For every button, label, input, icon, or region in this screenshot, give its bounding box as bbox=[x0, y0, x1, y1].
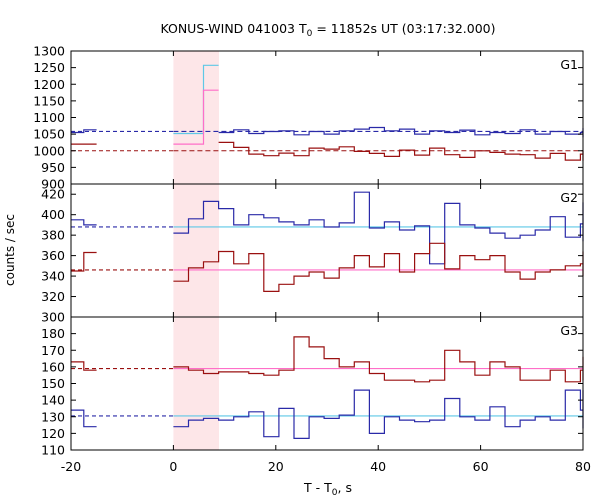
y-tick-label: 1100 bbox=[33, 110, 65, 125]
series-red bbox=[173, 336, 584, 383]
y-tick-label: 140 bbox=[41, 393, 65, 408]
series-blue bbox=[218, 126, 584, 138]
y-tick-label: 1250 bbox=[33, 60, 65, 75]
y-tick-label: 110 bbox=[41, 443, 65, 458]
y-tick-label: 320 bbox=[41, 289, 65, 304]
y-tick-label: 1300 bbox=[33, 44, 65, 59]
burst-series-pink bbox=[173, 89, 219, 145]
panel-label: G1 bbox=[560, 57, 578, 72]
y-tick-label: 180 bbox=[41, 326, 65, 341]
panel-frame bbox=[70, 50, 584, 185]
panel-frame bbox=[70, 183, 584, 318]
y-tick-label: 300 bbox=[41, 310, 65, 325]
pre-trigger-series-blue bbox=[71, 409, 97, 428]
x-tick-label: 60 bbox=[473, 459, 489, 474]
panel-label: G2 bbox=[560, 190, 578, 205]
y-tick-label: 170 bbox=[41, 343, 65, 358]
y-tick-label: 400 bbox=[41, 207, 65, 222]
pre-trigger-series-blue bbox=[71, 129, 97, 134]
series-blue bbox=[173, 191, 584, 265]
x-tick-label: 40 bbox=[370, 459, 386, 474]
y-tick-label: 150 bbox=[41, 376, 65, 391]
highlight-interval-band bbox=[173, 51, 219, 450]
y-tick-label: 380 bbox=[41, 228, 65, 243]
x-tick-label: 0 bbox=[169, 459, 177, 474]
y-tick-label: 130 bbox=[41, 409, 65, 424]
y-tick-label: 1000 bbox=[33, 143, 65, 158]
pre-trigger-series-red bbox=[71, 361, 97, 371]
x-axis-label: T - T0, s bbox=[303, 480, 352, 498]
x-tick-label: -20 bbox=[61, 459, 81, 474]
x-tick-label: 20 bbox=[268, 459, 284, 474]
y-tick-label: 340 bbox=[41, 269, 65, 284]
series-red bbox=[218, 141, 584, 161]
x-tick-label: 80 bbox=[575, 459, 591, 474]
y-tick-label: 1150 bbox=[33, 93, 65, 108]
pre-trigger-series-red bbox=[71, 251, 97, 272]
series-red bbox=[173, 242, 584, 292]
y-tick-label: 950 bbox=[41, 160, 65, 175]
y-axis-label: counts / sec bbox=[3, 214, 17, 286]
y-tick-label: 1200 bbox=[33, 77, 65, 92]
y-tick-label: 160 bbox=[41, 359, 65, 374]
y-tick-label: 420 bbox=[41, 187, 65, 202]
panel-g2: 300 320 340 360 380 400 420 G2 bbox=[41, 183, 584, 325]
series-blue bbox=[173, 389, 584, 439]
chart-title: KONUS-WIND 041003 T0 = 11852s UT (03:17:… bbox=[160, 21, 495, 39]
y-tick-label: 900 bbox=[41, 177, 65, 192]
y-tick-label: 120 bbox=[41, 426, 65, 441]
pre-trigger-series-blue bbox=[71, 219, 97, 226]
panel-label: G3 bbox=[560, 323, 578, 338]
y-tick-label: 360 bbox=[41, 248, 65, 263]
panel-frame bbox=[70, 316, 584, 451]
y-tick-label: 1050 bbox=[33, 127, 65, 142]
